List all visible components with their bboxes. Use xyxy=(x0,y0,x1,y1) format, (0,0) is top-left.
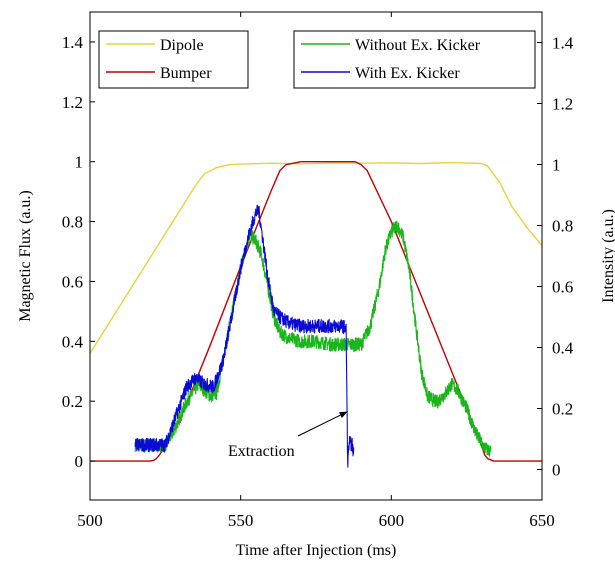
legend-right-box xyxy=(293,30,536,89)
series-line-1 xyxy=(90,160,542,462)
y-axis-label-right: Intensity (a.u.) xyxy=(600,209,615,303)
y-left-tick-label-6: 1.2 xyxy=(62,93,83,112)
y-left-tick-label-2: 0.4 xyxy=(62,332,84,351)
x-tick-label-0: 500 xyxy=(77,511,103,530)
y-right-tick-label-0: 0 xyxy=(552,461,561,480)
ticks-layer: 500 550 600 650 0 0.2 0.4 0.6 0.8 1 1.2 1.4 0 0.2 0.4 0… xyxy=(62,12,574,530)
extraction-arrow xyxy=(297,411,348,437)
legend-left: Dipole Bumper xyxy=(98,30,249,89)
y-right-tick-label-5: 1 xyxy=(552,156,561,175)
series-line-3 xyxy=(134,204,355,468)
x-tick-label-1: 550 xyxy=(228,511,254,530)
y-right-tick-label-3: 0.6 xyxy=(552,278,573,297)
y-left-tick-label-4: 0.8 xyxy=(62,213,83,232)
y-left-tick-label-3: 0.6 xyxy=(62,272,83,291)
legend-right: Without Ex. Kicker With Ex. Kicker xyxy=(293,30,536,89)
series-layer xyxy=(89,160,543,468)
y-left-tick-label-5: 1 xyxy=(75,153,84,172)
extraction-arrowhead xyxy=(339,411,348,418)
legend-label-without-kicker: Without Ex. Kicker xyxy=(355,37,481,54)
legend-label-with-kicker: With Ex. Kicker xyxy=(355,65,460,82)
extraction-annotation: Extraction xyxy=(228,411,348,460)
extraction-label: Extraction xyxy=(228,443,295,460)
series-line-2 xyxy=(134,220,492,457)
y-right-tick-label-2: 0.4 xyxy=(552,339,574,358)
x-tick-label-2: 600 xyxy=(379,511,405,530)
x-tick-label-3: 650 xyxy=(529,511,555,530)
plot-frame xyxy=(89,11,543,501)
y-right-tick-label-4: 0.8 xyxy=(552,217,573,236)
y-left-tick-label-0: 0 xyxy=(75,452,84,471)
y-right-tick-label-6: 1.2 xyxy=(552,95,573,114)
y-axis-label-left: Magnetic Flux (a.u.) xyxy=(17,190,34,322)
y-left-tick-label-7: 1.4 xyxy=(62,33,84,52)
x-axis-label: Time after Injection (ms) xyxy=(236,542,397,559)
y-right-tick-label-1: 0.2 xyxy=(552,400,573,419)
series-line-0 xyxy=(89,161,543,354)
y-right-tick-label-7: 1.4 xyxy=(552,34,574,53)
legend-label-dipole: Dipole xyxy=(160,37,204,54)
legend-left-box xyxy=(98,30,249,89)
y-left-tick-label-1: 0.2 xyxy=(62,392,83,411)
legend-label-bumper: Bumper xyxy=(160,65,212,82)
